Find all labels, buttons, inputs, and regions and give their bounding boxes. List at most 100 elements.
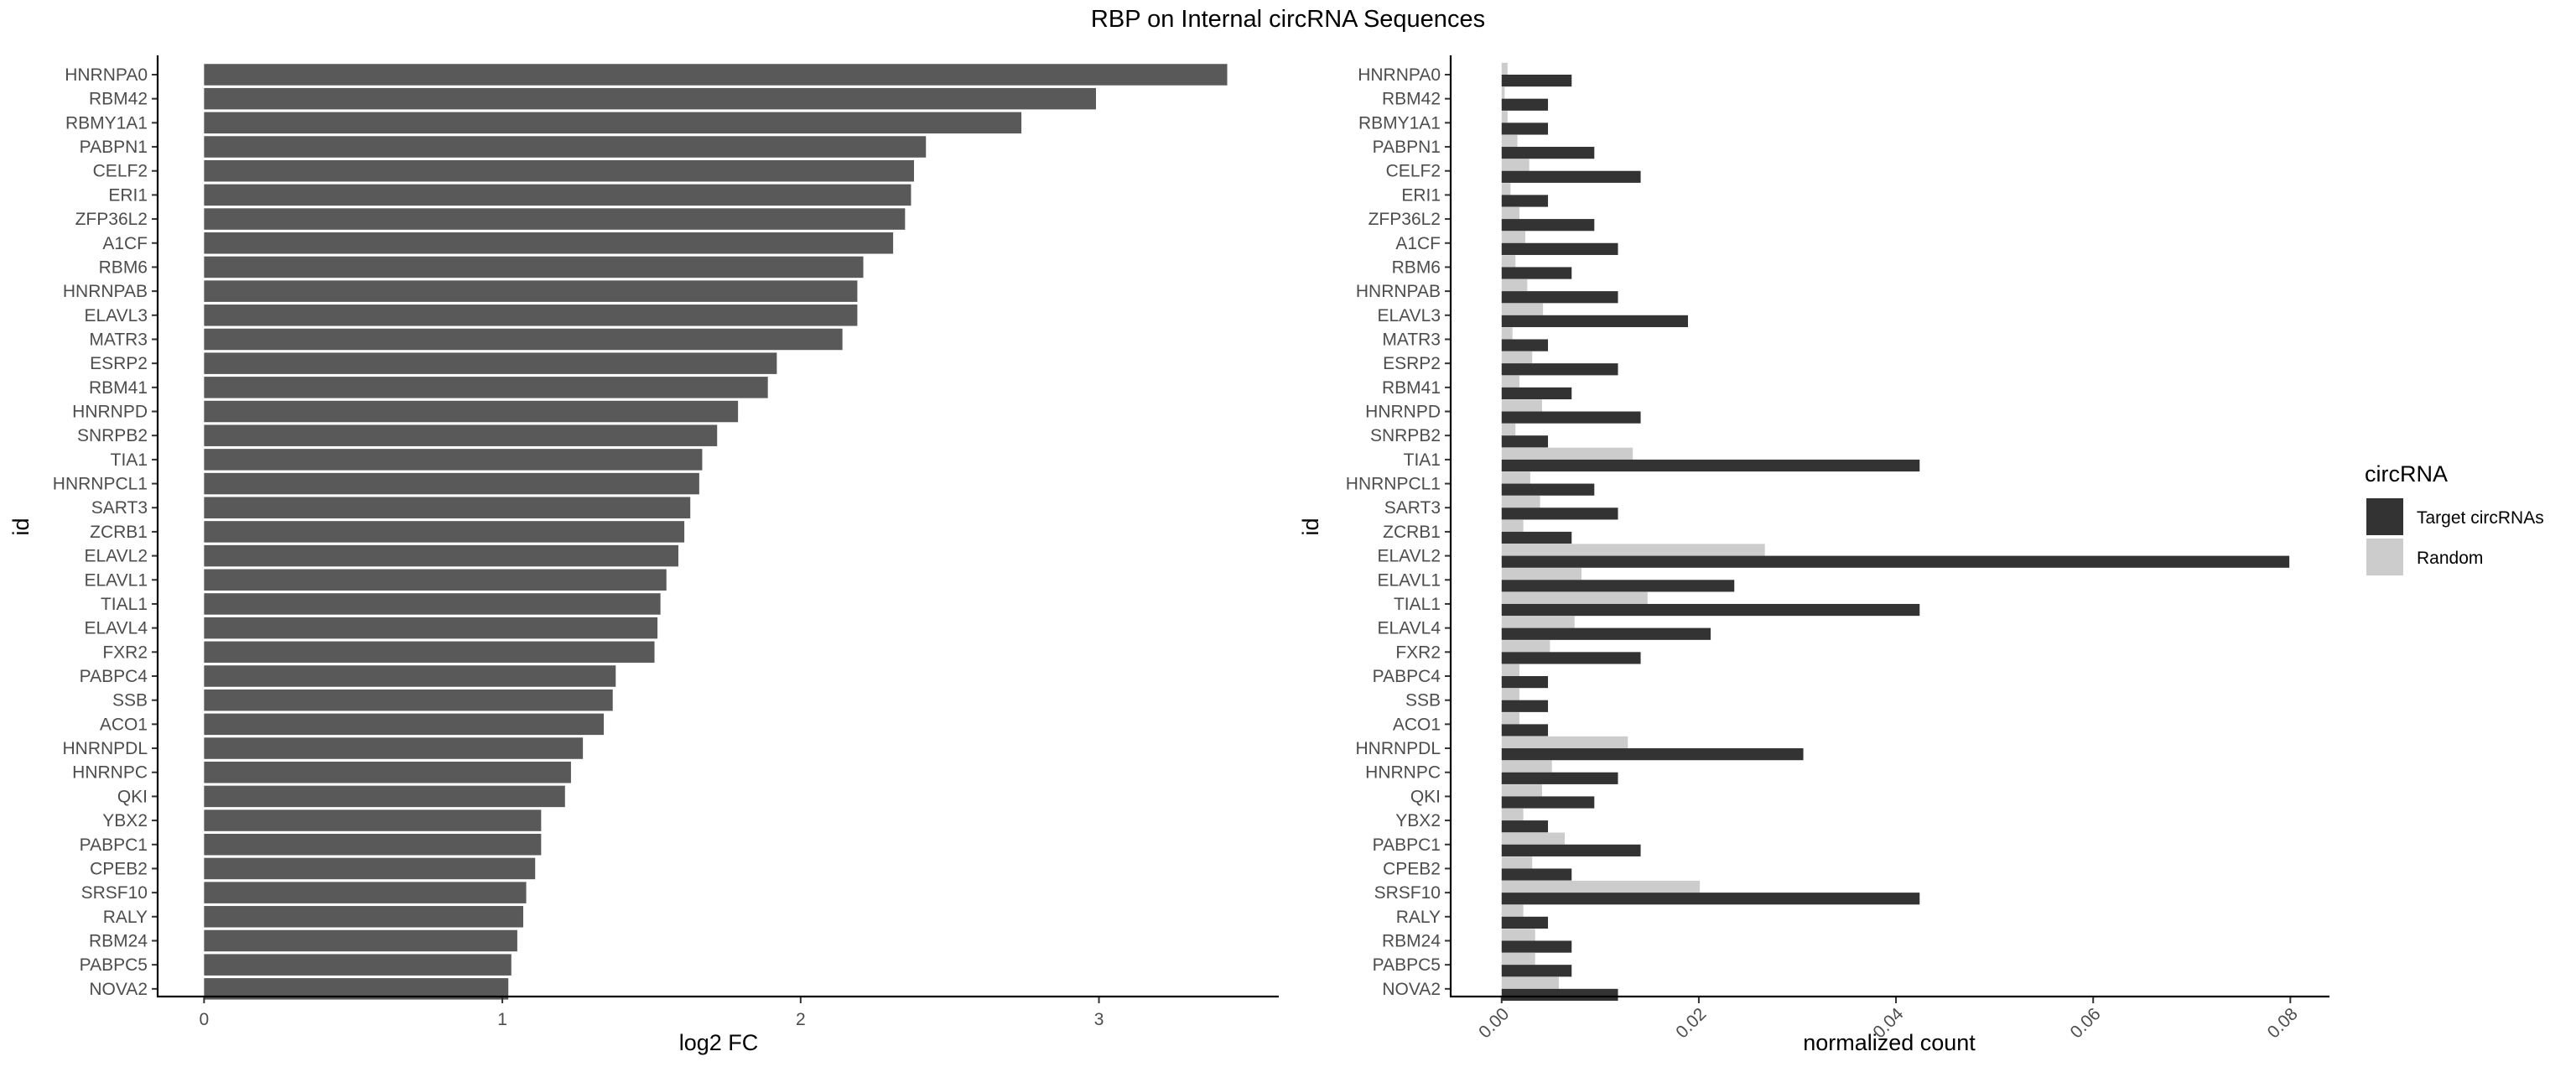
bar-random-raly — [1501, 904, 1524, 917]
bar-target-rbm42 — [1501, 98, 1549, 111]
bar-fxr2 — [204, 641, 655, 664]
bar-target-hnrnpd — [1501, 411, 1641, 424]
y-tick-label-rbm24: RBM24 — [89, 931, 148, 950]
x-tick-label: 0.06 — [2067, 1004, 2105, 1042]
y-tick-label-hnrnpcl1: HNRNPCL1 — [53, 475, 148, 494]
bar-random-hnrnpd — [1501, 399, 1542, 412]
bar-target-elavl4 — [1501, 627, 1711, 640]
y-tick-label-elavl4: ELAVL4 — [85, 619, 148, 638]
bar-target-eri1 — [1501, 195, 1549, 207]
normalized-count-y-axis-title: id — [1298, 518, 1323, 535]
x-tick-label: 2 — [796, 1010, 806, 1029]
bar-random-qki — [1501, 784, 1542, 797]
bar-rbmy1a1 — [204, 112, 1022, 134]
bar-celf2 — [204, 159, 915, 182]
y-tick-label-zfp36l2: ZFP36L2 — [75, 210, 148, 229]
bar-target-nova2 — [1501, 988, 1618, 1002]
legend-swatch-random — [2366, 539, 2403, 575]
x-tick-label: 0.00 — [1475, 1004, 1513, 1042]
y-tick-label-esrp2: ESRP2 — [90, 354, 148, 373]
bar-random-hnrnpc — [1501, 760, 1552, 773]
bar-target-elavl1 — [1501, 580, 1735, 592]
y-tick-label-rbm6: RBM6 — [99, 258, 148, 277]
legend-label-random: Random — [2417, 549, 2483, 568]
x-tick-label: 0.08 — [2264, 1004, 2302, 1042]
bar-random-elavl4 — [1501, 616, 1575, 628]
y-tick-label-zcrb1: ZCRB1 — [1383, 523, 1441, 542]
y-tick-label-raly: RALY — [1396, 908, 1441, 927]
bar-raly — [204, 906, 523, 928]
y-tick-label-hnrnpc: HNRNPC — [1365, 763, 1441, 783]
bar-target-pabpn1 — [1501, 147, 1595, 159]
bar-target-fxr2 — [1501, 652, 1641, 664]
chart-title: RBP on Internal circRNA Sequences — [1091, 6, 1485, 33]
y-tick-label-tia1: TIA1 — [1404, 450, 1441, 470]
y-tick-label-fxr2: FXR2 — [102, 643, 148, 662]
y-tick-label-elavl2: ELAVL2 — [1378, 547, 1441, 566]
y-tick-label-nova2: NOVA2 — [89, 980, 148, 999]
bar-target-tia1 — [1501, 459, 1920, 472]
bar-random-hnrnpa0 — [1501, 62, 1508, 75]
bar-target-pabpc4 — [1501, 676, 1549, 689]
bar-target-aco1 — [1501, 724, 1549, 736]
y-tick-label-srsf10: SRSF10 — [81, 883, 148, 903]
y-tick-label-eri1: ERI1 — [108, 185, 148, 205]
y-tick-label-hnrnpa0: HNRNPA0 — [1358, 65, 1441, 85]
bar-target-ybx2 — [1501, 820, 1549, 833]
y-tick-label-a1cf: A1CF — [1395, 234, 1441, 253]
bar-target-raly — [1501, 916, 1549, 929]
y-tick-label-tial1: TIAL1 — [101, 595, 148, 614]
y-tick-label-hnrnpc: HNRNPC — [72, 763, 148, 783]
bar-a1cf — [204, 232, 894, 254]
bar-hnrnpdl — [204, 737, 584, 759]
y-tick-label-esrp2: ESRP2 — [1383, 354, 1441, 373]
bar-target-elavl3 — [1501, 315, 1688, 327]
bar-random-esrp2 — [1501, 351, 1533, 364]
bar-random-tial1 — [1501, 591, 1648, 604]
bar-target-pabpc5 — [1501, 965, 1572, 977]
bar-target-zfp36l2 — [1501, 219, 1595, 232]
bar-ssb — [204, 689, 613, 711]
legend-swatch-target-circrnas — [2366, 498, 2403, 535]
bar-target-hnrnpdl — [1501, 748, 1804, 761]
y-tick-label-elavl3: ELAVL3 — [1378, 306, 1441, 325]
bar-target-hnrnpa0 — [1501, 75, 1572, 87]
y-tick-label-hnrnpdl: HNRNPDL — [62, 739, 148, 758]
bar-hnrnpcl1 — [204, 472, 699, 495]
y-tick-label-rbm41: RBM41 — [89, 378, 148, 398]
bar-target-a1cf — [1501, 242, 1618, 255]
y-tick-label-cpeb2: CPEB2 — [90, 859, 148, 878]
bar-target-zcrb1 — [1501, 531, 1572, 544]
y-tick-label-ybx2: YBX2 — [102, 811, 148, 830]
y-tick-label-aco1: ACO1 — [1393, 715, 1441, 734]
log2fc-y-tick-labels: HNRNPA0 RBM42 RBMY1A1 PABPN1 CELF2 ERI1 ZFP36L… — [53, 65, 158, 999]
y-tick-label-celf2: CELF2 — [93, 162, 148, 181]
y-tick-label-pabpc1: PABPC1 — [80, 835, 148, 855]
bar-random-elavl2 — [1501, 544, 1765, 556]
y-tick-label-rbm24: RBM24 — [1382, 931, 1441, 950]
bar-target-hnrnpc — [1501, 772, 1618, 784]
bar-cpeb2 — [204, 857, 536, 880]
y-tick-label-eri1: ERI1 — [1401, 185, 1441, 205]
bar-zfp36l2 — [204, 208, 906, 230]
bar-target-snrpb2 — [1501, 435, 1549, 448]
bar-rbm24 — [204, 929, 517, 952]
bar-random-tia1 — [1501, 447, 1633, 460]
bar-hnrnpc — [204, 761, 571, 783]
bar-random-rbm42 — [1501, 86, 1505, 99]
normalized-count-bars — [1501, 62, 2290, 1002]
y-tick-label-matr3: MATR3 — [89, 330, 148, 349]
bar-hnrnpa0 — [204, 64, 1228, 86]
bar-random-snrpb2 — [1501, 424, 1516, 436]
y-tick-label-pabpc4: PABPC4 — [1373, 667, 1441, 686]
bar-target-cpeb2 — [1501, 868, 1572, 881]
y-tick-label-elavl3: ELAVL3 — [85, 306, 148, 325]
y-tick-label-zfp36l2: ZFP36L2 — [1368, 210, 1441, 229]
bar-target-sart3 — [1501, 507, 1618, 520]
y-tick-label-a1cf: A1CF — [102, 234, 148, 253]
y-tick-label-qki: QKI — [117, 787, 148, 806]
bar-target-rbm6 — [1501, 267, 1572, 279]
bar-target-matr3 — [1501, 339, 1549, 351]
bar-pabpc1 — [204, 834, 542, 856]
